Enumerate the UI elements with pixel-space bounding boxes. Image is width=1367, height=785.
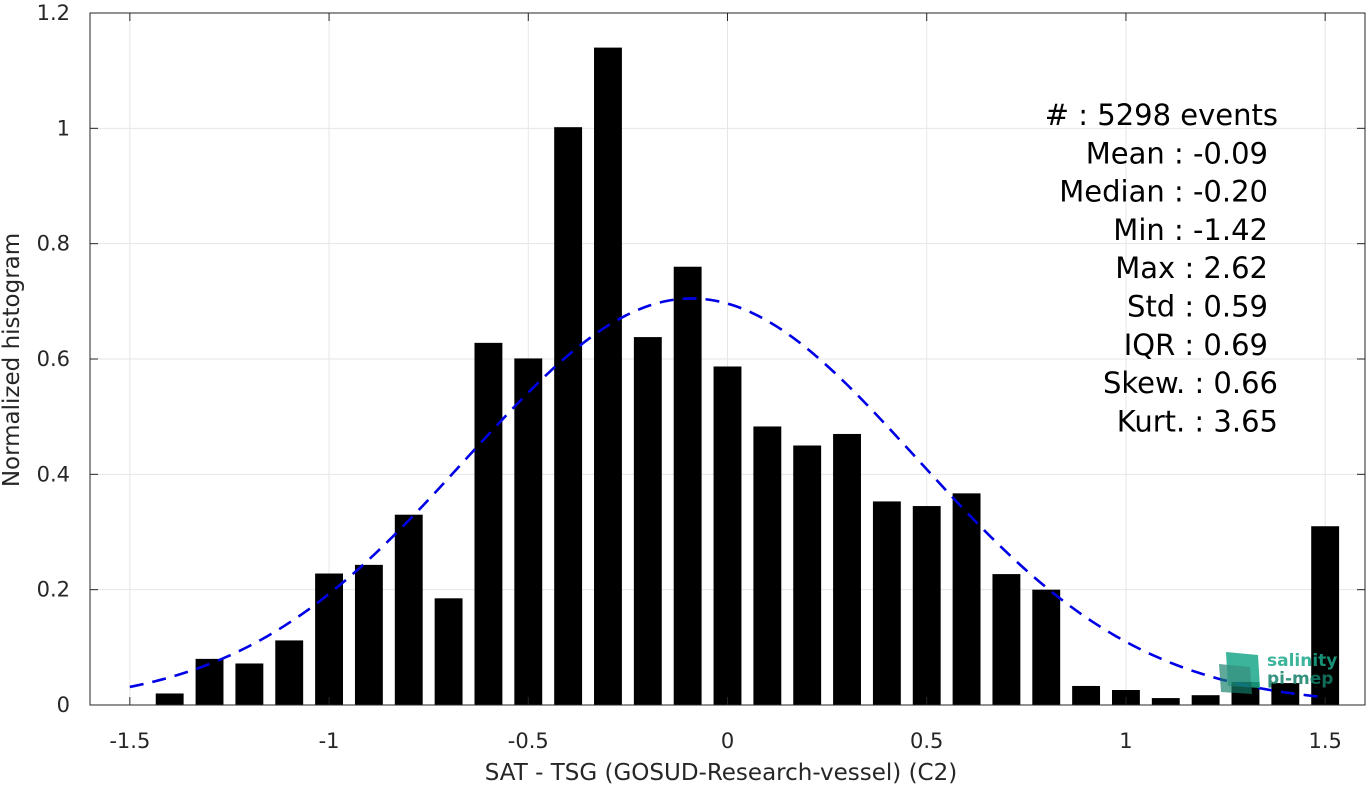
- stat-annotation: Min : -1.42: [1113, 213, 1268, 247]
- y-tick-label: 0.8: [37, 232, 70, 256]
- histogram-bar: [1271, 683, 1300, 705]
- y-tick-label: 0.4: [37, 462, 70, 486]
- stat-annotation: # : 5298 events: [1045, 98, 1278, 132]
- x-tick-label: 0.5: [910, 729, 943, 753]
- stat-annotation: Mean : -0.09: [1086, 136, 1268, 170]
- x-tick-label: 0: [721, 729, 734, 753]
- x-tick-label: 1: [1119, 729, 1132, 753]
- histogram-bar: [1151, 698, 1180, 705]
- histogram-bar: [833, 433, 861, 705]
- histogram-bar: [713, 366, 742, 705]
- histogram-bar: [793, 445, 822, 705]
- histogram-bar: [514, 358, 543, 705]
- y-axis-label: Normalized histogram: [0, 233, 25, 487]
- histogram-bar: [1191, 695, 1220, 705]
- y-tick-label: 0.6: [37, 347, 70, 371]
- histogram-bar: [912, 506, 941, 705]
- stat-annotation: Std : 0.59: [1127, 290, 1268, 324]
- y-tick-label: 0.2: [37, 578, 70, 602]
- y-tick-label: 0: [57, 693, 70, 717]
- histogram-bar: [354, 564, 383, 705]
- stat-annotation: IQR : 0.69: [1124, 328, 1268, 362]
- logo-line1: salinity: [1267, 651, 1337, 671]
- histogram-bar: [434, 598, 463, 705]
- histogram-bar: [1072, 685, 1101, 705]
- histogram-bar: [155, 693, 184, 705]
- y-tick-label: 1: [57, 116, 70, 140]
- histogram-bar: [753, 426, 782, 705]
- histogram-bar: [1032, 589, 1061, 705]
- histogram-bar: [394, 514, 423, 705]
- histogram-bar: [315, 573, 344, 705]
- x-tick-label: 1.5: [1308, 729, 1341, 753]
- logo-line2: pi-mep: [1267, 669, 1333, 689]
- stat-annotation: Max : 2.62: [1115, 251, 1268, 285]
- histogram-bar: [594, 47, 622, 706]
- histogram-bar: [872, 501, 901, 705]
- stat-annotation: Median : -0.20: [1059, 175, 1268, 209]
- histogram-bar: [633, 337, 662, 705]
- histogram-bar: [474, 342, 503, 705]
- histogram-bar: [275, 640, 304, 705]
- histogram-bar: [992, 574, 1021, 705]
- histogram-bar: [195, 658, 224, 705]
- stat-annotation: Skew. : 0.66: [1103, 366, 1278, 400]
- salinity-pi-mep-logo: salinity pi-mep: [1219, 651, 1337, 694]
- y-axis-ticks: 0 0.2 0.4 0.6 0.8 1 1.2: [37, 1, 1365, 717]
- stat-annotation: Kurt. : 3.65: [1117, 404, 1278, 438]
- histogram-bar: [952, 493, 981, 705]
- stats-annotations: # : 5298 events Mean : -0.09 Median : -0.2…: [1045, 98, 1278, 438]
- x-tick-label: -0.5: [508, 729, 549, 753]
- histogram-bar: [673, 266, 702, 705]
- y-tick-label: 1.2: [37, 1, 70, 25]
- bars: [155, 47, 1340, 706]
- x-tick-label: -1: [319, 729, 340, 753]
- histogram-bar: [235, 663, 264, 705]
- x-axis-ticks: -1.5 -1 -0.5 0 0.5 1 1.5: [109, 13, 1342, 753]
- histogram-bar: [1311, 526, 1340, 705]
- x-axis-label: SAT - TSG (GOSUD-Research-vessel) (C2): [485, 760, 957, 785]
- logo-mark-shadow-icon: [1219, 664, 1252, 694]
- histogram-bar: [554, 127, 583, 706]
- x-tick-label: -1.5: [109, 729, 150, 753]
